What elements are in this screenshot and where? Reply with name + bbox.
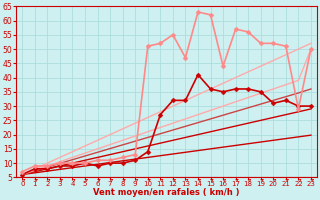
X-axis label: Vent moyen/en rafales ( km/h ): Vent moyen/en rafales ( km/h ) bbox=[93, 188, 240, 197]
